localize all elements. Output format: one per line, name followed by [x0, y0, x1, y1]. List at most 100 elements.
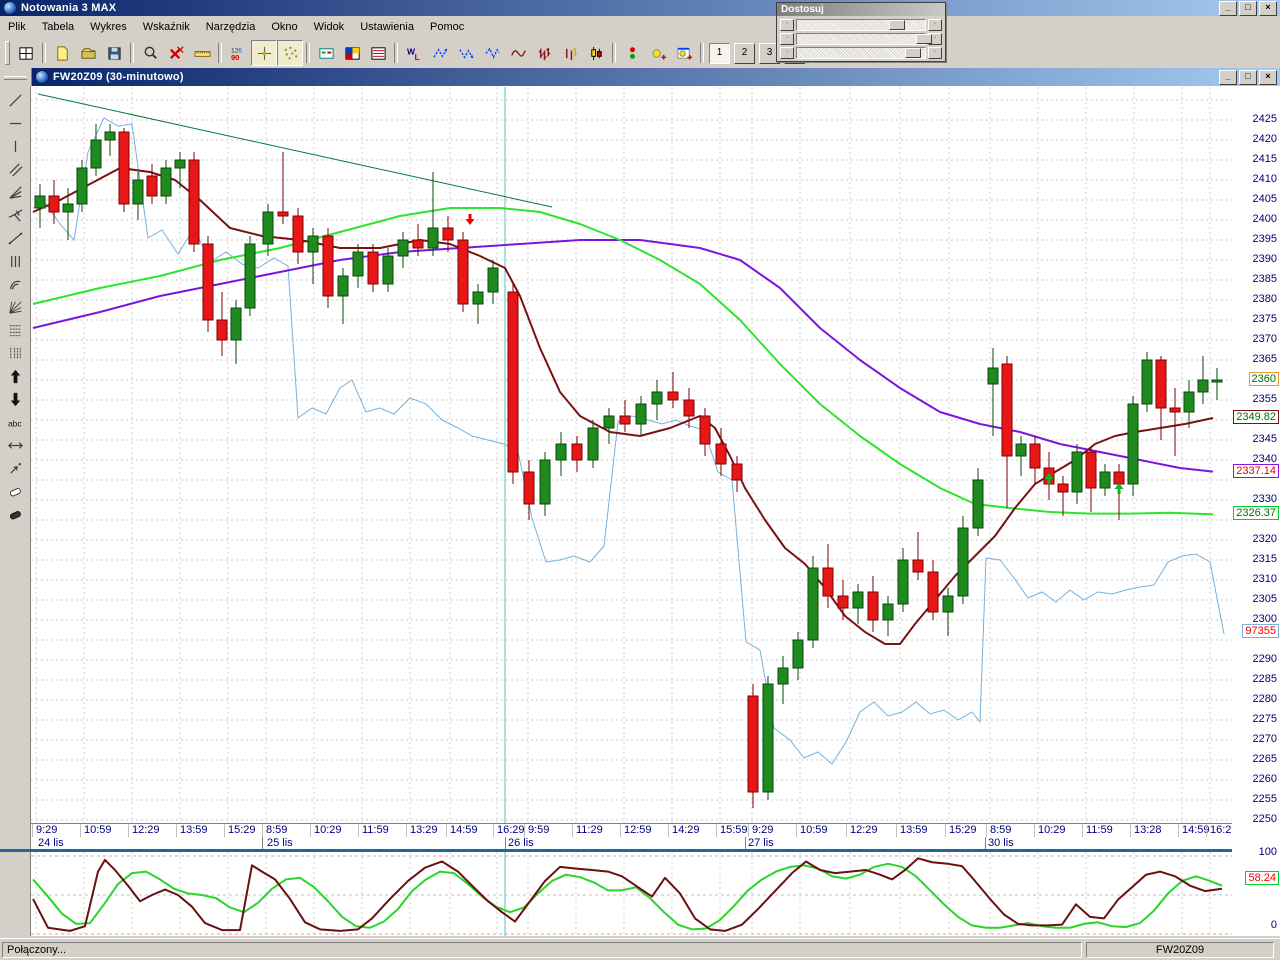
- slider-thumb[interactable]: [904, 47, 921, 58]
- time-tick: 9:29: [36, 824, 58, 836]
- color-table-icon[interactable]: [339, 40, 365, 66]
- page-button-1[interactable]: 1: [709, 42, 730, 64]
- time-cell-separator: [128, 824, 129, 837]
- menu-pomoc[interactable]: Pomoc: [430, 21, 465, 33]
- add-alert-icon[interactable]: [645, 40, 671, 66]
- price-value-box: 2360: [1248, 372, 1279, 386]
- window-grid-icon[interactable]: [13, 40, 39, 66]
- zigzag-3-icon[interactable]: [479, 40, 505, 66]
- dot-pattern-icon[interactable]: [277, 40, 303, 66]
- new-file-icon[interactable]: [49, 40, 75, 66]
- time-cell-separator: [986, 824, 987, 837]
- crosshair-icon[interactable]: [251, 40, 277, 66]
- svg-text:L: L: [414, 52, 419, 62]
- zigzag-1-icon[interactable]: [427, 40, 453, 66]
- main-chart-plot[interactable]: [31, 87, 1232, 823]
- fan-lines-icon[interactable]: [1, 181, 29, 204]
- slider-thumb[interactable]: [889, 19, 906, 30]
- delete-cross-icon[interactable]: [163, 40, 189, 66]
- slider-track[interactable]: [796, 18, 926, 31]
- slider-left-button[interactable]: ·: [780, 32, 794, 45]
- text-label-icon[interactable]: abc: [1, 411, 29, 434]
- fib-retracement-icon[interactable]: [1, 319, 29, 342]
- dostosuj-title[interactable]: Dostosuj: [777, 3, 945, 16]
- add-chart-icon[interactable]: [671, 40, 697, 66]
- zigzag-2-icon[interactable]: [453, 40, 479, 66]
- price-tick: 2255: [1252, 793, 1277, 805]
- arrow-up-icon[interactable]: [1, 365, 29, 388]
- bar-chart-plus-icon[interactable]: [557, 40, 583, 66]
- arrow-down-icon[interactable]: [1, 388, 29, 411]
- horizontal-line-icon[interactable]: [1, 112, 29, 135]
- menu-widok[interactable]: Widok: [313, 21, 345, 33]
- panel-separator[interactable]: [0, 849, 1280, 852]
- close-button[interactable]: ×: [1259, 0, 1277, 16]
- menu-ustawienia[interactable]: Ustawienia: [360, 21, 414, 33]
- pitchfork-icon[interactable]: [1, 204, 29, 227]
- price-tick: 2345: [1252, 433, 1277, 445]
- quote-table-icon[interactable]: [313, 40, 339, 66]
- fib-arcs-icon[interactable]: [1, 273, 29, 296]
- parallel-lines-icon[interactable]: [1, 158, 29, 181]
- detail-table-icon[interactable]: [365, 40, 391, 66]
- time-tick: 16:29: [497, 824, 525, 836]
- fib-time-zones-icon[interactable]: [1, 342, 29, 365]
- price-axis: 2425 2420 2415 2410 2405 2400 2395 2390 2385 2380…: [1232, 86, 1280, 937]
- trend-line-icon[interactable]: [1, 89, 29, 112]
- dostosuj-slider-1: · ·: [780, 18, 942, 31]
- slider-thumb[interactable]: [916, 33, 933, 44]
- bottom-filler: [0, 936, 1280, 938]
- slider-right-button[interactable]: ·: [928, 18, 942, 31]
- sloped-line-icon[interactable]: [1, 227, 29, 250]
- chart-minimize-button[interactable]: _: [1219, 69, 1237, 85]
- time-cell-separator: [176, 824, 177, 837]
- candlestick-chart-icon[interactable]: [583, 40, 609, 66]
- osc-bottom-label: 0: [1270, 919, 1277, 931]
- slider-right-button[interactable]: ·: [928, 46, 942, 59]
- eraser-icon[interactable]: [1, 480, 29, 503]
- menu-wskanik[interactable]: Wskaźnik: [142, 21, 190, 33]
- horizontal-arrow-icon[interactable]: [1, 434, 29, 457]
- bid-ask-dots-icon[interactable]: [619, 40, 645, 66]
- save-file-icon[interactable]: [101, 40, 127, 66]
- ruler-icon[interactable]: [189, 40, 215, 66]
- menu-plik[interactable]: Plik: [8, 21, 26, 33]
- menu-tabela[interactable]: Tabela: [41, 21, 75, 33]
- svg-text:126: 126: [230, 47, 241, 54]
- restore-button[interactable]: □: [1239, 0, 1257, 16]
- slider-track[interactable]: [796, 32, 933, 45]
- dostosuj-panel[interactable]: Dostosuj · · · · · ·: [776, 2, 946, 62]
- slider-track[interactable]: [796, 46, 926, 59]
- menu-okno[interactable]: Okno: [271, 21, 298, 33]
- line-chart-icon[interactable]: [505, 40, 531, 66]
- slider-left-button[interactable]: ·: [780, 18, 794, 31]
- zoom-magnifier-icon[interactable]: [137, 40, 163, 66]
- app-icon: [3, 1, 17, 15]
- time-cell-separator: [1034, 824, 1035, 837]
- bar-chart-icon[interactable]: [531, 40, 557, 66]
- oscillator-plot[interactable]: [31, 852, 1232, 937]
- pointer-move-icon[interactable]: [1, 457, 29, 480]
- chart-restore-button[interactable]: □: [1239, 69, 1257, 85]
- chart-titlebar[interactable]: FW20Z09 (30-minutowo) _ □ ×: [32, 68, 1280, 86]
- toolbar-grip[interactable]: [5, 41, 10, 65]
- decimal-places-icon[interactable]: 126 90: [225, 40, 251, 66]
- eraser-filled-icon[interactable]: [1, 503, 29, 526]
- menu-wykres[interactable]: Wykres: [90, 21, 127, 33]
- chart-close-button[interactable]: ×: [1259, 69, 1277, 85]
- vertical-line-icon[interactable]: [1, 135, 29, 158]
- price-tick: 2420: [1252, 133, 1277, 145]
- toolstrip-grip[interactable]: [0, 68, 32, 86]
- price-value-box: 2337.14: [1233, 463, 1279, 478]
- main-titlebar[interactable]: Notowania 3 MAX _ □ ×: [0, 0, 1280, 16]
- page-button-2[interactable]: 2: [734, 42, 755, 64]
- toolbar-separator: [306, 43, 310, 63]
- menu-narzdzia[interactable]: Narzędzia: [205, 21, 256, 33]
- vertical-lines-3-icon[interactable]: [1, 250, 29, 273]
- slider-left-button[interactable]: ·: [780, 46, 794, 59]
- minimize-button[interactable]: _: [1219, 0, 1237, 16]
- gann-fan-icon[interactable]: [1, 296, 29, 319]
- open-folder-icon[interactable]: [75, 40, 101, 66]
